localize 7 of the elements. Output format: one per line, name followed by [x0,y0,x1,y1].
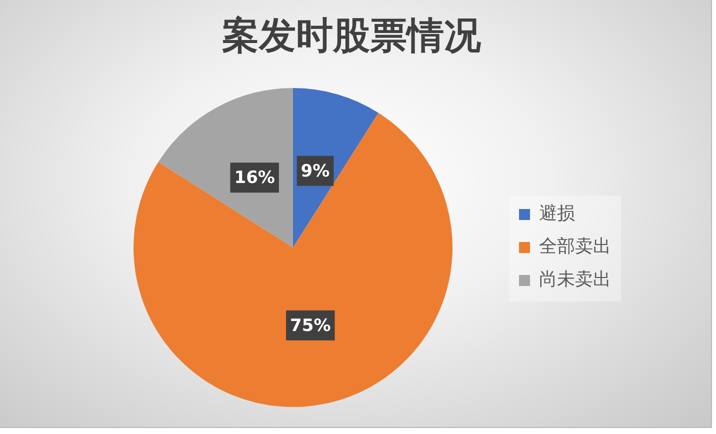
data-label: 75% [290,316,331,336]
legend-label: 尚未卖出 [539,269,611,290]
legend-label: 全部卖出 [539,236,611,258]
chart-title: 案发时股票情况 [222,14,481,57]
data-label: 9% [300,161,330,182]
data-label: 16% [234,168,275,188]
legend-label: 避损 [539,203,575,224]
